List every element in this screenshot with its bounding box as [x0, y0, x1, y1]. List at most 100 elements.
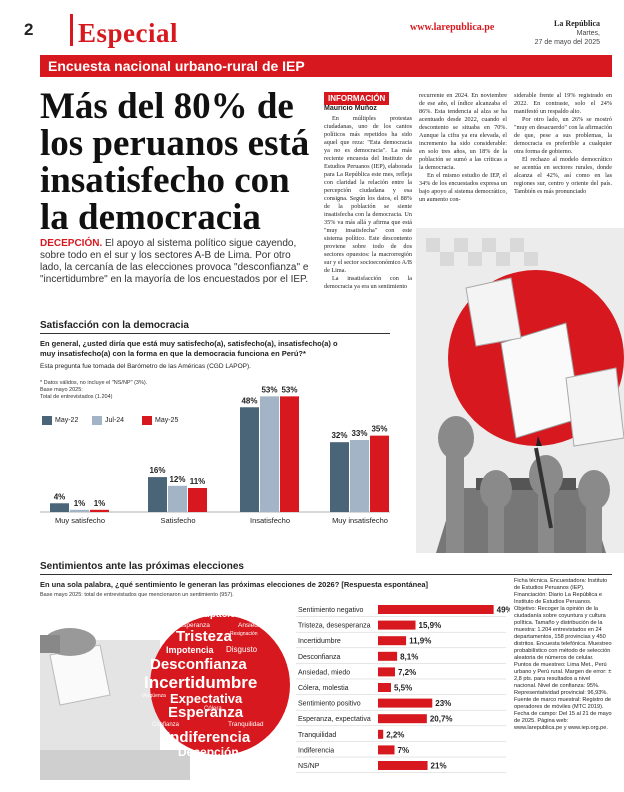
section2-question: En una sola palabra, ¿qué sentimiento le…	[40, 580, 429, 589]
note: Base mayo 2025:	[40, 387, 83, 393]
bar	[188, 488, 207, 512]
article-column-3: siderable frente al 19% registrado en 20…	[514, 92, 612, 196]
deck-text: El apoyo al sistema político sigue cayen…	[40, 238, 309, 285]
cloud-word: Expectativa	[170, 691, 243, 706]
satisfaction-bar-chart: 4% 1% 1% Muy satisfecho 16% 12% 11% Satisfecho 4…	[40, 385, 390, 525]
data-label: 21%	[431, 762, 447, 771]
data-label: 35%	[371, 425, 387, 434]
bar	[260, 396, 279, 512]
cloud-word: Impotencia	[166, 645, 214, 655]
data-label: 7%	[398, 746, 410, 755]
bar	[378, 745, 395, 755]
cloud-word: Decepción	[178, 745, 239, 759]
legend-label: May-22	[55, 417, 79, 424]
bar	[378, 667, 395, 677]
category-label: Tristeza, desesperanza	[298, 623, 371, 630]
chart1-notes: * Datos válidos, no incluye el "NS/NP" (…	[40, 380, 200, 401]
cloud-word: Preocupación	[176, 609, 243, 620]
legend-swatch	[42, 416, 52, 425]
paragraph: En múltiples protestas ciudadanas, uno d…	[324, 115, 412, 274]
cloud-word: Ansiedad	[238, 622, 266, 629]
cloud-word: Miedo	[196, 759, 220, 768]
cloud-word: Alegría	[182, 598, 220, 610]
info-tag: INFORMACIÓN	[324, 92, 390, 105]
category-label: Muy satisfecho	[55, 516, 105, 525]
bar	[70, 509, 89, 512]
bar	[350, 440, 369, 512]
dateline: Martes, 27 de mayo del 2025	[535, 29, 600, 47]
bar	[168, 485, 187, 512]
data-label: 53%	[281, 385, 297, 394]
data-label: 48%	[241, 396, 257, 405]
chart1-source: Esta pregunta fue tomada del Barómetro d…	[40, 363, 251, 370]
section-divider	[70, 14, 73, 46]
category-label: Desconfianza	[298, 654, 341, 661]
day: Martes,	[576, 30, 600, 37]
bar	[90, 509, 109, 512]
word-cloud: Alegría Preocupación Desesperanza Ansiedad T…	[138, 599, 290, 768]
technical-sheet: Ficha técnica. Encuestadora: Instituto d…	[514, 578, 612, 731]
category-label: Insatisfecho	[250, 516, 290, 525]
bar	[330, 442, 349, 512]
data-label: 7,2%	[398, 668, 416, 677]
site-url[interactable]: www.larepublica.pe	[410, 22, 495, 33]
data-label: 11,9%	[409, 637, 431, 646]
page-number: 2	[24, 20, 34, 39]
note: Total de entrevistados (1.204)	[40, 394, 113, 400]
cloud-word: Indignación	[233, 761, 257, 766]
data-label: 1%	[94, 499, 106, 508]
bar	[378, 605, 494, 614]
paragraph: recurrente en 2024. En noviembre de ese …	[419, 92, 507, 171]
data-label: 2,2%	[386, 730, 404, 739]
cloud-word: Incertidumbre	[144, 673, 258, 692]
legend-swatch	[142, 416, 152, 425]
data-label: 23%	[435, 699, 451, 708]
category-label: NS/NP	[298, 763, 320, 770]
bar	[370, 435, 389, 512]
category-label: Tranquilidad	[298, 732, 336, 739]
category-label: Sentimiento negativo	[298, 607, 363, 614]
cloud-word: Desesperanza	[168, 622, 210, 629]
survey-banner: Encuesta nacional urbano-rural de IEP	[40, 55, 612, 77]
paragraph: Por otro lado, un 26% se mostró "muy en …	[514, 116, 612, 155]
ballot-illustration	[416, 228, 624, 553]
data-label: 8,1%	[400, 652, 418, 661]
paragraph: En el mismo estudio de IEP, el 34% de lo…	[419, 172, 507, 203]
cloud-word: Confianza	[152, 722, 180, 728]
word-cloud-illustration	[40, 600, 290, 780]
divider	[40, 333, 390, 334]
legend-label: Jul-24	[105, 417, 125, 424]
cloud-word: Tranquilidad	[228, 721, 264, 728]
data-label: 53%	[261, 385, 277, 394]
cloud-word: Esperanza	[168, 704, 244, 721]
cloud-word: Cólera	[204, 706, 222, 712]
bar	[378, 729, 384, 739]
bar	[378, 636, 407, 646]
data-label: 32%	[331, 431, 347, 440]
sentiment-bar-chart: Sentimiento negativo 49% Tristeza, desespe…	[296, 605, 510, 773]
cloud-word: Desconfianza	[150, 656, 247, 673]
paragraph: El rechazo al modelo democrático se acen…	[514, 156, 612, 195]
data-label: 4%	[54, 492, 66, 501]
category-label: Cólera, molestia	[298, 685, 349, 692]
cloud-word: Tristeza	[176, 628, 232, 645]
divider	[40, 574, 612, 575]
category-label: Sentimiento positivo	[298, 701, 361, 708]
data-label: 1%	[74, 499, 86, 508]
cloud-word: Disgusto	[226, 645, 258, 654]
bar	[378, 761, 428, 770]
article-column-2: recurrente en 2024. En noviembre de ese …	[419, 92, 507, 204]
bar	[378, 698, 433, 708]
legend-item-jul24: Jul-24	[92, 416, 124, 425]
data-label: 20,7%	[430, 715, 453, 724]
chart1-title: Satisfacción con la democracia	[40, 320, 189, 331]
chart1-question: En general, ¿usted diría que está muy sa…	[40, 339, 338, 358]
category-label: Satisfecho	[160, 516, 195, 525]
brand-name: La República	[553, 19, 600, 28]
legend-swatch	[92, 416, 102, 425]
cloud-word: Indiferencia	[166, 729, 251, 746]
bar	[148, 477, 167, 512]
bar	[378, 683, 391, 692]
bar	[378, 651, 398, 661]
date: 27 de mayo del 2025	[534, 39, 600, 46]
